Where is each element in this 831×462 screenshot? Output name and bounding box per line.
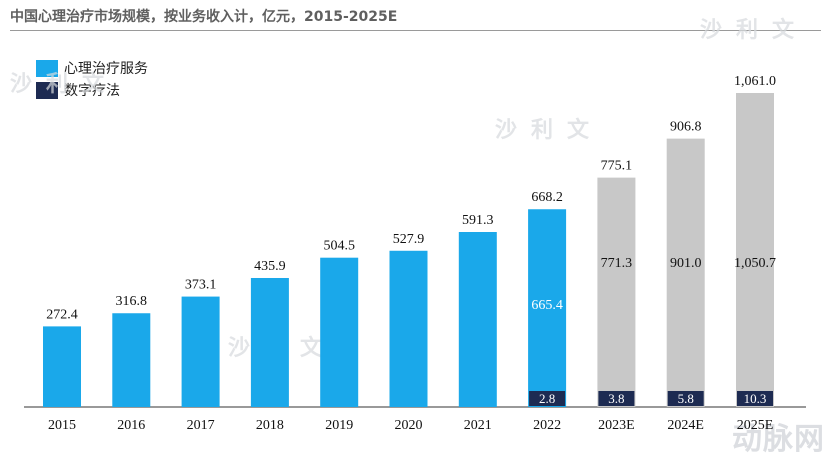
legend-item-service: 心理治疗服务 bbox=[36, 57, 148, 79]
bar-2021 bbox=[458, 232, 497, 407]
chart-title: 中国心理治疗市场规模，按业务收入计，亿元，2015-2025E bbox=[10, 9, 398, 25]
segment-label-2023E: 771.3 bbox=[601, 256, 633, 271]
bar-2024E bbox=[666, 138, 705, 407]
digital-segment-2022 bbox=[529, 391, 566, 406]
watermark-brand: 动脉网 bbox=[732, 422, 825, 457]
total-label-2017: 373.1 bbox=[185, 278, 217, 293]
legend-label-digital: 数字疗法 bbox=[64, 83, 120, 99]
legend-item-digital: 数字疗法 bbox=[36, 79, 148, 101]
x-tick-label-2024E: 2024E bbox=[667, 418, 704, 433]
x-tick-label-2021: 2021 bbox=[464, 418, 492, 433]
total-label-2020: 527.9 bbox=[393, 232, 425, 247]
total-label-2021: 591.3 bbox=[462, 213, 494, 228]
total-label-2018: 435.9 bbox=[254, 259, 286, 274]
segment-label-2025E: 1,050.7 bbox=[734, 256, 776, 271]
total-label-2015: 272.4 bbox=[46, 307, 78, 322]
legend: 心理治疗服务 数字疗法 bbox=[36, 57, 148, 101]
total-label-2025E: 1,061.0 bbox=[734, 74, 776, 89]
digital-label-2022: 2.8 bbox=[539, 391, 555, 406]
bar-2020 bbox=[389, 250, 428, 407]
bar-2016 bbox=[112, 313, 151, 407]
total-label-2016: 316.8 bbox=[116, 294, 148, 309]
digital-segment-2023E bbox=[598, 391, 635, 406]
x-tick-label-2023E: 2023E bbox=[598, 418, 635, 433]
bar-2019 bbox=[320, 257, 359, 407]
digital-label-2023E: 3.8 bbox=[608, 391, 624, 406]
segment-label-2022: 665.4 bbox=[531, 298, 563, 313]
digital-label-2024E: 5.8 bbox=[678, 391, 694, 406]
total-label-2023E: 775.1 bbox=[601, 159, 633, 174]
x-tick-label-2019: 2019 bbox=[325, 418, 353, 433]
total-label-2024E: 906.8 bbox=[670, 120, 702, 135]
x-tick-label-2020: 2020 bbox=[395, 418, 423, 433]
bar-2017 bbox=[181, 296, 220, 407]
total-label-2019: 504.5 bbox=[323, 239, 355, 254]
legend-swatch-service bbox=[36, 59, 58, 77]
x-tick-label-2016: 2016 bbox=[117, 418, 145, 433]
x-tick-label-2018: 2018 bbox=[256, 418, 284, 433]
bar-2015 bbox=[43, 326, 81, 407]
x-tick-label-2017: 2017 bbox=[187, 418, 215, 433]
digital-label-2025E: 10.3 bbox=[744, 391, 767, 406]
bar-2018 bbox=[250, 277, 289, 407]
x-tick-label-2015: 2015 bbox=[48, 418, 76, 433]
legend-swatch-digital bbox=[36, 81, 58, 99]
bar-2025E bbox=[736, 93, 774, 407]
digital-segment-2025E bbox=[737, 391, 773, 406]
x-tick-label-2025E: 2025E bbox=[737, 418, 774, 433]
title-divider bbox=[10, 30, 821, 31]
x-tick-label-2022: 2022 bbox=[533, 418, 561, 433]
digital-segment-2024E bbox=[667, 391, 704, 406]
total-label-2022: 668.2 bbox=[531, 190, 563, 205]
bar-2023E bbox=[597, 177, 636, 407]
segment-label-2024E: 901.0 bbox=[670, 256, 702, 271]
legend-label-service: 心理治疗服务 bbox=[64, 61, 148, 77]
bar-2022 bbox=[528, 209, 567, 407]
